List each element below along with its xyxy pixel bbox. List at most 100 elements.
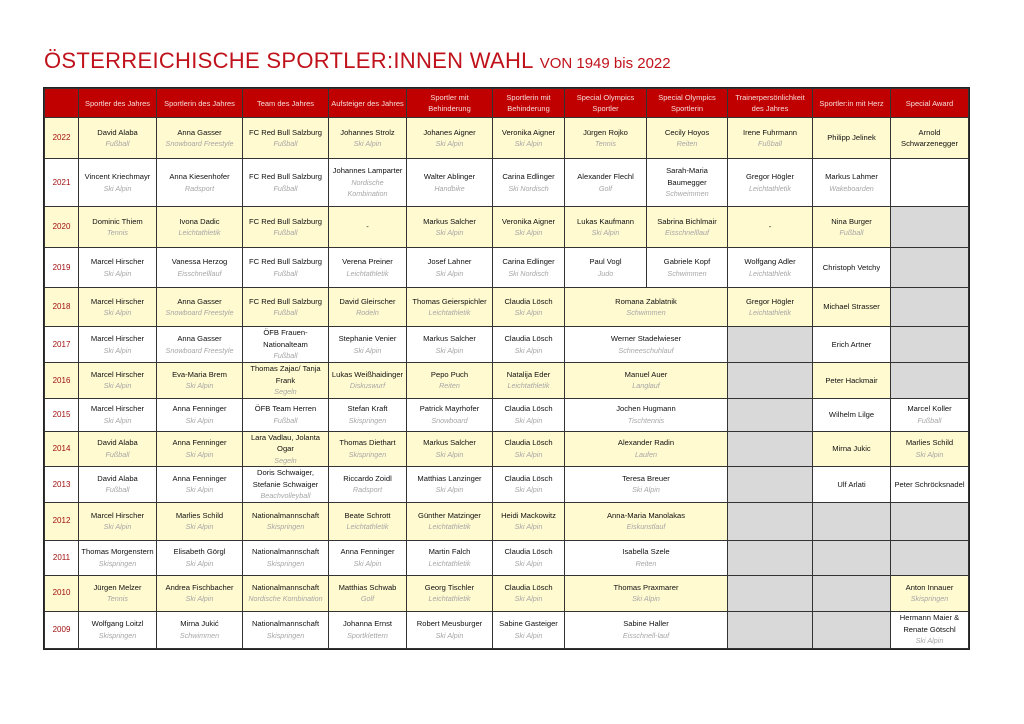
sport-label: Skispringen xyxy=(348,415,387,425)
winner-cell: Gregor Högler Leichtathletik xyxy=(727,158,813,207)
winner-name: Cecily Hoyos xyxy=(664,127,710,137)
winner-cell: Eva-Maria Brem Ski Alpin xyxy=(156,362,243,399)
winner-cell: Dominic Thiem Tennis xyxy=(78,206,157,248)
year-cell: 2010 xyxy=(44,574,79,612)
sport-label: Leichtathletik xyxy=(428,308,471,317)
winner-name: Mirna Jukić xyxy=(180,619,219,628)
sport-label: Eisschnell-lauf xyxy=(622,630,670,640)
table-row: 2016 Marcel Hirscher Ski Alpin Eva-Maria Br… xyxy=(44,362,969,399)
winner-cell: Mirna Jukic xyxy=(812,430,891,467)
winner-cell xyxy=(890,158,969,207)
winner-cell: Anna Gasser Snowboard Freestyle xyxy=(156,326,243,363)
winner-name: Claudia Lösch xyxy=(504,547,553,556)
column-header: Trainerpersönlichkeit des Jahres xyxy=(727,88,813,118)
sport-label: Ski Alpin xyxy=(632,485,660,495)
winner-cell: Werner Stadelwieser Schneeschuhlauf xyxy=(564,326,728,363)
winner-cell: Nina Burger Fußball xyxy=(812,206,891,248)
winner-cell: Ivona Dadic Leichtathletik xyxy=(156,206,243,248)
sport-label: Tennis xyxy=(107,228,128,237)
empty-cell xyxy=(727,362,813,399)
sport-label: Skispringen xyxy=(266,630,305,640)
sport-label: Ski Alpin xyxy=(185,381,214,391)
sport-label: Ski Alpin xyxy=(185,558,214,568)
winner-cell: FC Red Bull Salzburg Fußball xyxy=(242,117,329,159)
winner-name: Walter Ablinger xyxy=(423,172,476,181)
winner-cell: David Alaba Fußball xyxy=(78,430,157,467)
column-header: Special Olympics Sportler xyxy=(564,88,647,118)
sport-label: Snowboard Freestyle xyxy=(165,139,234,148)
sport-label: Ski Alpin xyxy=(915,636,944,646)
sport-label: Ski Alpin xyxy=(435,449,464,459)
winner-cell: Michael Strasser xyxy=(812,287,891,327)
winner-cell: Claudia Lösch Ski Alpin xyxy=(492,466,565,503)
winner-name: Johannes Lamparter xyxy=(332,166,403,176)
winner-name: Johanna Ernst xyxy=(343,619,392,628)
title-sub: VON 1949 bis 2022 xyxy=(539,55,671,72)
winner-name: Peter Hackmair xyxy=(825,375,878,385)
winner-name: Natalija Eder xyxy=(506,369,551,379)
winner-name: Martin Falch xyxy=(428,547,471,556)
winner-cell: Marcel Hirscher Ski Alpin xyxy=(78,501,157,541)
sport-label: Wakeboarden xyxy=(829,183,874,193)
sport-label: Fußball xyxy=(839,228,864,237)
column-header: Sportlerin mit Behinderung xyxy=(492,88,565,118)
table-row: 2009 Wolfgang Loitzl Skispringen Mirna Juki… xyxy=(44,610,969,649)
sport-label: Ski Alpin xyxy=(103,522,132,531)
sport-label: Ski Alpin xyxy=(185,415,214,425)
sport-label: Ski Alpin xyxy=(514,485,543,495)
winner-cell: ÖFB Team Herren Fußball xyxy=(242,397,329,432)
sport-label: Tennis xyxy=(107,594,128,603)
winner-cell: Sabine Gasteiger Ski Alpin xyxy=(492,610,565,649)
sport-label: Fußball xyxy=(273,268,298,278)
winner-name: Marcel Hirscher xyxy=(90,369,145,379)
sport-label: Fußball xyxy=(273,228,298,237)
winner-name: Werner Stadelwieser xyxy=(610,334,682,343)
winner-name: FC Red Bull Salzburg xyxy=(248,127,323,137)
winner-cell: Peter Schröcksnadel xyxy=(890,466,969,503)
winner-name: Claudia Lösch xyxy=(504,404,553,413)
sport-label: Fußball xyxy=(273,415,298,425)
winner-name: Jochen Hugmann xyxy=(616,404,676,413)
winner-name: Markus Salcher xyxy=(423,438,476,448)
year-cell: 2018 xyxy=(44,287,79,327)
sport-label: Ski Alpin xyxy=(514,522,543,531)
winner-name: Gabriele Kopf xyxy=(663,257,711,266)
winner-name: Claudia Lösch xyxy=(504,438,553,448)
sport-label: Leichtathletik xyxy=(346,268,389,278)
winner-name: David Alaba xyxy=(97,473,138,483)
sport-label: Reiten xyxy=(676,139,698,148)
winner-cell: Mirna Jukić Schwimmen xyxy=(156,610,243,649)
sport-label: Skispringen xyxy=(98,630,137,640)
empty-cell xyxy=(812,574,891,612)
year-cell: 2011 xyxy=(44,539,79,576)
winner-cell: Robert Meusburger Ski Alpin xyxy=(406,610,493,649)
winner-name: Anna Fenninger xyxy=(172,438,227,448)
table-row: 2013 David Alaba Fußball Anna Fenninger Ski … xyxy=(44,466,969,503)
sport-label: Ski Alpin xyxy=(353,139,382,148)
winner-name: Nationalmannschaft xyxy=(251,547,320,556)
sport-label: Schwimmen xyxy=(179,630,220,640)
winner-cell: Claudia Lösch Ski Alpin xyxy=(492,574,565,612)
winner-cell: Markus Salcher Ski Alpin xyxy=(406,206,493,248)
winner-name: Matthias Schwab xyxy=(338,582,397,592)
winner-cell: Erich Artner xyxy=(812,326,891,363)
sport-label: Handbike xyxy=(434,183,465,193)
winner-name: Georg Tischler xyxy=(424,582,475,592)
document-title: ÖSTERREICHISCHE SPORTLER:INNEN WAHL VON 1… xyxy=(44,48,671,74)
winner-name: Manuel Auer xyxy=(624,369,668,379)
winner-name: Peter Schröcksnadel xyxy=(894,479,965,489)
column-header: Sportlerin des Jahres xyxy=(156,88,243,118)
sport-label: Nordische Kombination xyxy=(248,594,323,603)
sport-label: Langlauf xyxy=(632,381,660,391)
winner-cell: David Alaba Fußball xyxy=(78,466,157,503)
sport-label: Golf xyxy=(598,183,613,193)
winner-name: Claudia Lösch xyxy=(504,334,553,343)
winner-name: Stephanie Venier xyxy=(338,334,397,343)
winner-cell: Martin Falch Leichtathletik xyxy=(406,539,493,576)
winner-name: Veronika Aigner xyxy=(501,127,556,137)
winner-cell: Matthias Lanzinger Ski Alpin xyxy=(406,466,493,503)
winner-cell: Sabrina Bichlmair Eisschnelllauf xyxy=(646,206,728,248)
winner-name: Sabine Haller xyxy=(623,619,669,628)
sport-label: Nordische Kombination xyxy=(347,177,388,199)
winner-cell: FC Red Bull Salzburg Fußball xyxy=(242,247,329,288)
